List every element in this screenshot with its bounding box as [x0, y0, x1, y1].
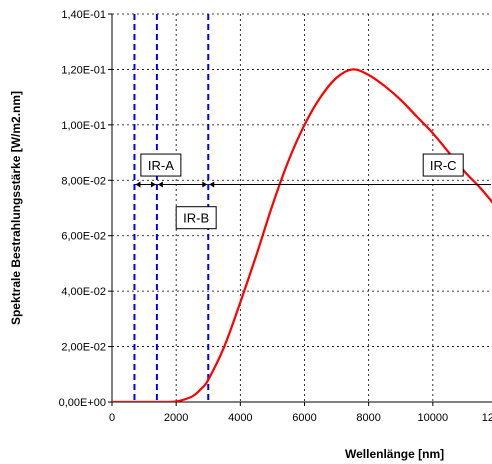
y-tick-label: 4,00E-02: [61, 286, 106, 298]
x-axis-ticks: 0 2000 4000 6000 8000 10000 12000: [109, 402, 492, 424]
band-ir-c: IR-C: [209, 153, 491, 188]
series-line: [112, 68, 492, 402]
x-tick-label: 0: [109, 412, 115, 424]
y-axis-title: Spektrale Bestrahlungsstärke [W/m2.nm]: [9, 91, 23, 325]
plot-area: [112, 14, 492, 402]
arrow-head: [209, 181, 215, 188]
band-ir-b: IR-B: [157, 181, 217, 230]
x-tick-label: 6000: [292, 412, 316, 424]
y-tick-label: 1,20E-01: [61, 64, 106, 76]
arrow-head: [202, 181, 208, 188]
y-tick-label: 0,00E+00: [59, 397, 106, 409]
x-tick-label: 12000: [482, 412, 492, 424]
band-label: IR-B: [183, 211, 209, 226]
y-axis-ticks: 0,00E+00 2,00E-02 4,00E-02 6,00E-02 8,00E-02…: [59, 9, 112, 409]
arrow-head: [150, 181, 156, 188]
arrow-head: [157, 181, 163, 188]
y-tick-label: 8,00E-02: [61, 175, 106, 187]
band-label-box: [422, 153, 464, 177]
x-tick-label: 10000: [418, 412, 449, 424]
y-tick-label: 6,00E-02: [61, 231, 106, 243]
x-axis-title: Wellenlänge [nm]: [345, 447, 444, 461]
x-tick-label: 2000: [164, 412, 188, 424]
band-annotations: IR-A IR-B IR-C: [135, 153, 491, 230]
band-label: IR-C: [430, 158, 457, 173]
band-label-box: [175, 206, 217, 230]
band-label-box: [140, 153, 182, 177]
y-tick-label: 1,00E-01: [61, 120, 106, 132]
band-ir-a: IR-A: [135, 153, 182, 188]
x-tick-label: 4000: [228, 412, 252, 424]
band-label: IR-A: [148, 158, 174, 173]
x-tick-label: 8000: [356, 412, 380, 424]
y-tick-label: 1,40E-01: [61, 9, 106, 21]
grid-lines: [112, 13, 492, 402]
arrow-head: [135, 181, 141, 188]
y-tick-label: 2,00E-02: [61, 342, 106, 354]
series-group: [112, 68, 492, 402]
